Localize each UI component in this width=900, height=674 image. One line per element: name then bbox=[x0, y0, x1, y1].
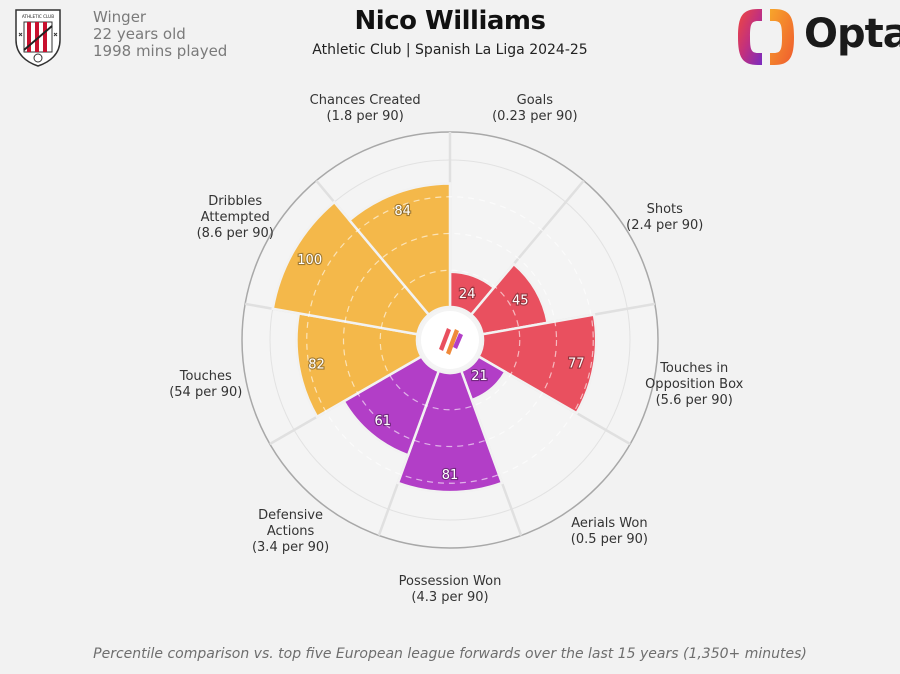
radar-category-name: Opposition Box bbox=[645, 377, 744, 392]
radar-category-name: Actions bbox=[267, 524, 315, 539]
athletic-club-crest: ATHLETIC CLUB bbox=[15, 9, 61, 67]
radar-value-label: 77 bbox=[568, 356, 585, 371]
radar-value-label: 45 bbox=[512, 293, 529, 308]
radar-category-per90: (2.4 per 90) bbox=[626, 218, 703, 233]
radar-category-label: Shots (2.4 per 90) bbox=[626, 202, 703, 233]
radar-category-name: Goals bbox=[517, 93, 554, 108]
radar-value-label: 82 bbox=[308, 358, 325, 373]
radar-category-label: Touches (54 per 90) bbox=[169, 369, 242, 400]
radar-category-label: Goals (0.23 per 90) bbox=[492, 93, 578, 124]
player-position: Winger bbox=[93, 8, 147, 26]
radar-bar bbox=[396, 369, 504, 494]
player-age: 22 years old bbox=[93, 25, 186, 43]
radar-value-label: 61 bbox=[374, 414, 391, 429]
page-title: Nico Williams bbox=[354, 6, 546, 36]
radar-value-label: 21 bbox=[471, 369, 488, 384]
radar-category-per90: (0.5 per 90) bbox=[571, 532, 648, 547]
radar-category-name: Aerials Won bbox=[571, 516, 647, 531]
opta-mini-logo-icon bbox=[439, 328, 463, 355]
radar-category-name: Shots bbox=[647, 202, 684, 217]
radar-value-label: 24 bbox=[459, 287, 476, 302]
radar-value-label: 100 bbox=[297, 253, 322, 268]
radar-category-per90: (4.3 per 90) bbox=[411, 590, 488, 605]
radar-bar bbox=[295, 311, 424, 419]
radar-grid-ring bbox=[342, 232, 558, 448]
radar-grid-ring bbox=[379, 269, 521, 411]
radar-category-name: Attempted bbox=[201, 210, 270, 225]
radar-category-per90: (3.4 per 90) bbox=[252, 540, 329, 555]
radar-category-per90: (0.23 per 90) bbox=[492, 109, 578, 124]
opta-logo-text: Opta bbox=[804, 11, 900, 57]
radar-category-name: Touches in bbox=[659, 361, 728, 376]
radar-category-name: Defensive bbox=[258, 508, 323, 523]
page-subtitle: Athletic Club | Spanish La Liga 2024-25 bbox=[312, 42, 588, 58]
radar-category-label: Possession Won (4.3 per 90) bbox=[399, 574, 502, 605]
radar-category-name: Possession Won bbox=[399, 574, 502, 589]
radar-category-per90: (1.8 per 90) bbox=[327, 109, 404, 124]
radar-value-label: 81 bbox=[442, 468, 459, 483]
radar-bar bbox=[476, 313, 598, 415]
radar-bar bbox=[347, 182, 452, 317]
radar-category-label: Aerials Won (0.5 per 90) bbox=[571, 516, 648, 547]
player-info: Winger 22 years old 1998 mins played bbox=[93, 9, 227, 60]
title-block: Nico Williams Athletic Club | Spanish La… bbox=[0, 6, 900, 58]
radar-bar bbox=[342, 354, 441, 457]
radar-category-label: Defensive Actions (3.4 per 90) bbox=[252, 508, 329, 555]
radar-center-badge bbox=[421, 311, 479, 369]
radar-category-label: Touches in Opposition Box (5.6 per 90) bbox=[645, 361, 744, 408]
radar-category-name: Chances Created bbox=[310, 93, 421, 108]
radar-value-label: 84 bbox=[394, 204, 411, 219]
crest-text: ATHLETIC CLUB bbox=[22, 14, 54, 19]
radar-category-per90: (5.6 per 90) bbox=[656, 393, 733, 408]
radar-category-per90: (8.6 per 90) bbox=[197, 226, 274, 241]
radar-grid-ring bbox=[306, 196, 594, 484]
radar-category-name: Dribbles bbox=[208, 194, 262, 209]
radar-category-name: Touches bbox=[179, 369, 232, 384]
radar-category-label: Chances Created (1.8 per 90) bbox=[310, 93, 421, 124]
footnote: Percentile comparison vs. top five Europ… bbox=[93, 646, 807, 662]
opta-logo: Opta bbox=[736, 5, 900, 69]
player-minutes: 1998 mins played bbox=[93, 42, 228, 60]
radar-category-per90: (54 per 90) bbox=[169, 385, 242, 400]
radar-category-label: Dribbles Attempted (8.6 per 90) bbox=[197, 194, 274, 241]
opta-mark-icon bbox=[738, 9, 794, 65]
